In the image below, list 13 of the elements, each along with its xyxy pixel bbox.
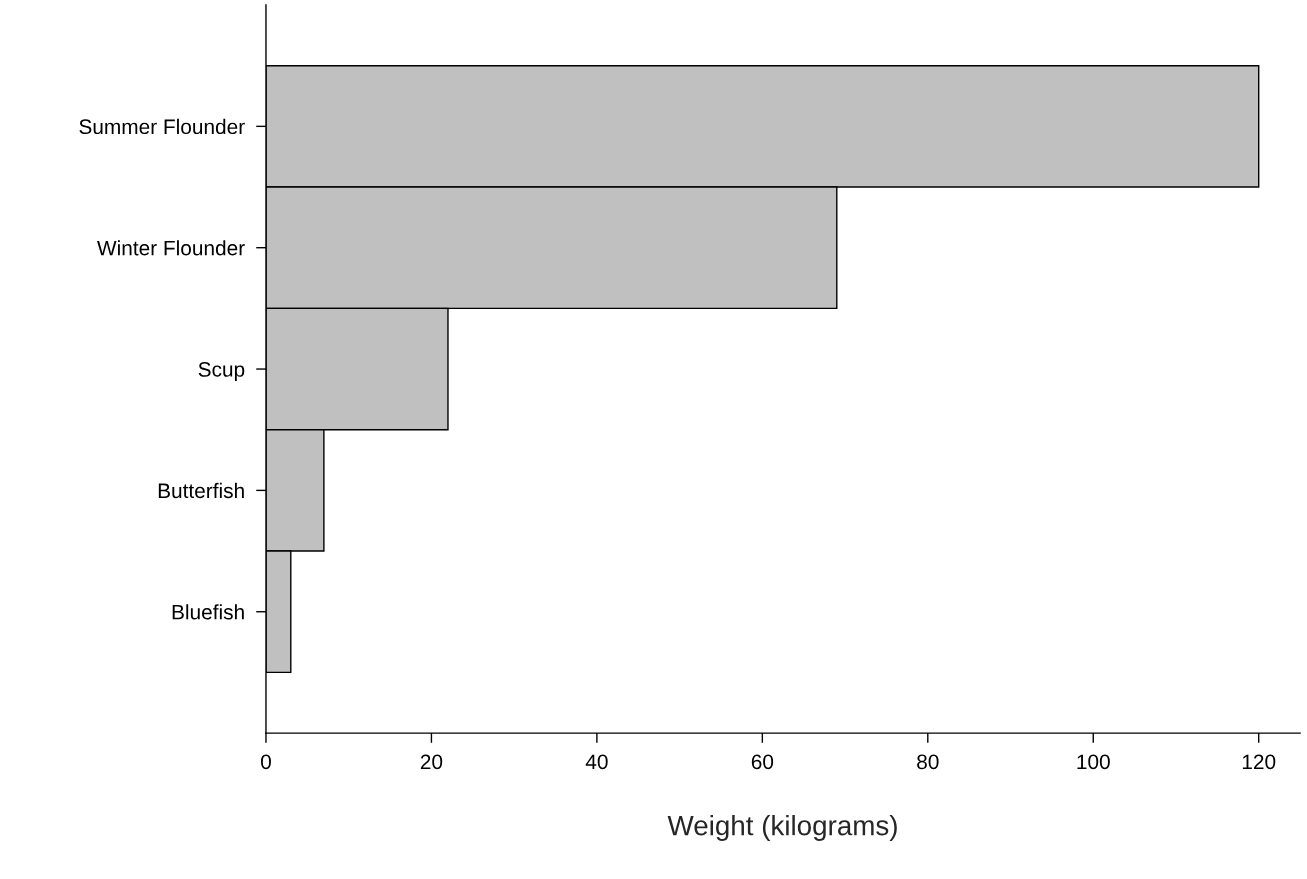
y-tick-label: Summer Flounder [79,118,245,135]
y-tick-label: Scup [198,362,245,381]
x-tick-label: 80 [917,754,939,770]
x-tick-label: 20 [420,754,443,770]
x-axis-title: Weight (kilograms) [667,815,897,841]
x-tick-label: 120 [1242,754,1276,770]
y-tick-label: Bluefish [172,604,244,620]
y-tick-label: Butterfish [158,482,244,499]
x-tick-label: 0 [261,754,271,770]
x-tick-label: 60 [751,754,774,770]
x-tick-label: 100 [1077,754,1110,770]
y-tick-label: Winter Flounder [97,240,245,256]
x-tick-label: 40 [585,754,608,770]
